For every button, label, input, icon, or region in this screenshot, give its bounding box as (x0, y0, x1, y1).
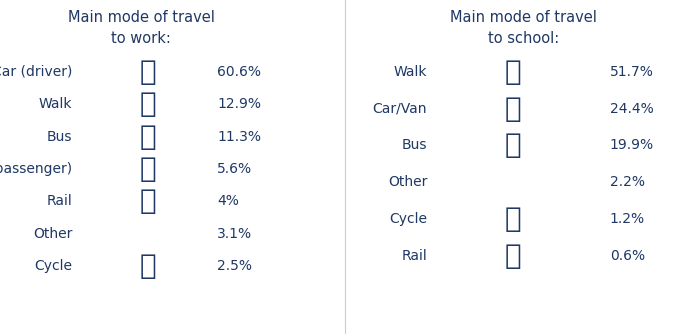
Text: Car/Van: Car/Van (373, 102, 427, 116)
Text: Cycle: Cycle (34, 259, 72, 273)
Text: Bus: Bus (47, 130, 72, 144)
Text: Car (driver): Car (driver) (0, 65, 72, 79)
Text: Cycle: Cycle (389, 212, 427, 226)
Text: Other: Other (33, 227, 72, 241)
Text: 5.6%: 5.6% (217, 162, 252, 176)
Text: Rail: Rail (402, 248, 427, 263)
Text: Car(passenger): Car(passenger) (0, 162, 72, 176)
Text: 🚲: 🚲 (140, 252, 156, 280)
Text: 🚆: 🚆 (140, 187, 156, 215)
Text: Walk: Walk (393, 65, 427, 79)
Text: 19.9%: 19.9% (610, 138, 654, 152)
Text: Other: Other (388, 175, 427, 189)
Text: Bus: Bus (402, 138, 427, 152)
Text: 12.9%: 12.9% (217, 97, 261, 111)
Text: 60.6%: 60.6% (217, 65, 261, 79)
Text: 🚗: 🚗 (140, 58, 156, 86)
Text: Main mode of travel
to school:: Main mode of travel to school: (450, 10, 597, 46)
Text: Walk: Walk (39, 97, 72, 111)
Text: 11.3%: 11.3% (217, 130, 261, 144)
Text: 2.5%: 2.5% (217, 259, 252, 273)
Text: Rail: Rail (47, 194, 72, 208)
Text: 🚶: 🚶 (505, 58, 522, 86)
Text: 1.2%: 1.2% (610, 212, 645, 226)
Text: 🚆: 🚆 (505, 241, 522, 270)
Text: 2.2%: 2.2% (610, 175, 645, 189)
Text: 🚗: 🚗 (140, 155, 156, 183)
Text: 4%: 4% (217, 194, 239, 208)
Text: 51.7%: 51.7% (610, 65, 654, 79)
Text: 🚲: 🚲 (505, 205, 522, 233)
Text: 24.4%: 24.4% (610, 102, 653, 116)
Text: 🚌: 🚌 (140, 123, 156, 151)
Text: 🚗: 🚗 (505, 95, 522, 123)
Text: 3.1%: 3.1% (217, 227, 252, 241)
Text: 0.6%: 0.6% (610, 248, 645, 263)
Text: Main mode of travel
to work:: Main mode of travel to work: (68, 10, 215, 46)
Text: 🚌: 🚌 (505, 131, 522, 159)
Text: 🚶: 🚶 (140, 90, 156, 118)
